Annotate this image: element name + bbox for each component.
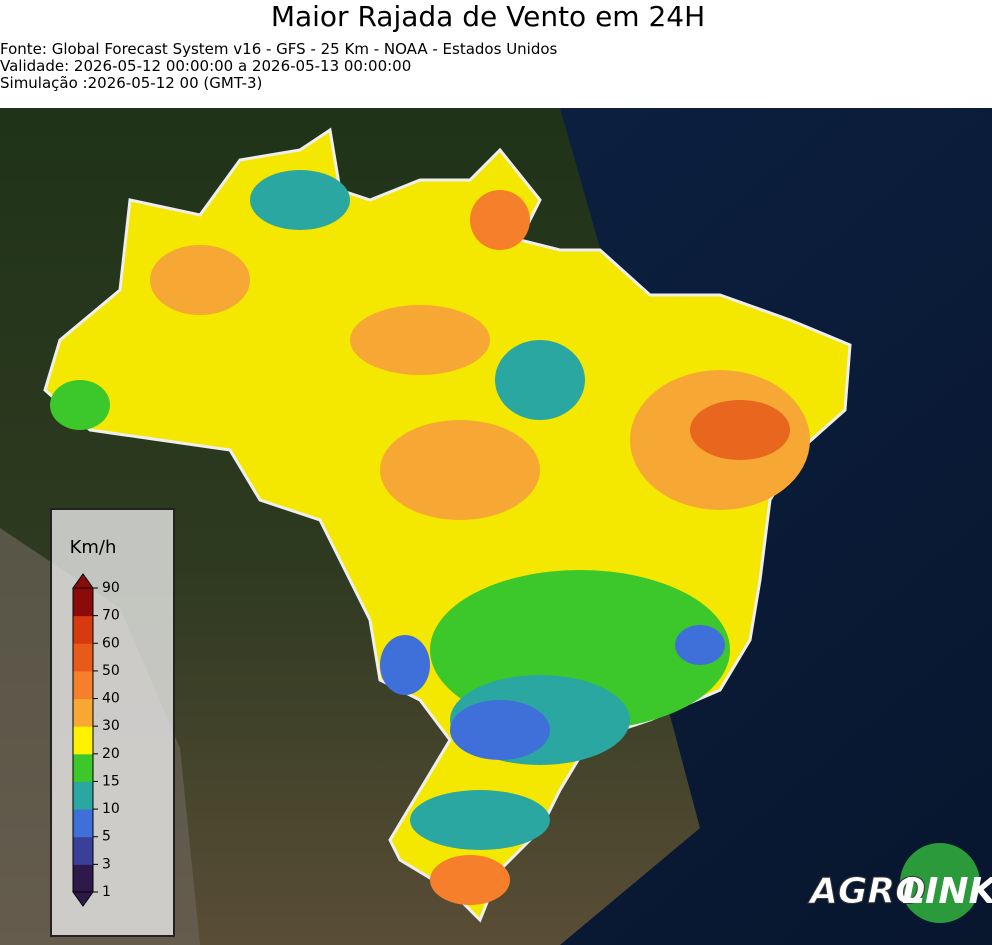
colorbar-box: Km/h 1 3 5 10 15 20 30 40 50 60 70 90	[50, 508, 175, 937]
colorbar-outline	[72, 587, 94, 893]
validity-line: Validade: 2026-05-12 00:00:00 a 2026-05-…	[0, 57, 412, 75]
map: Km/h 1 3 5 10 15 20 30 40 50 60 70 90 AGRO LINK	[0, 108, 992, 945]
brazil	[43, 127, 852, 923]
field-patch	[675, 625, 725, 665]
legend-unit: Km/h	[70, 537, 117, 558]
colorbar-tick-label: 10	[102, 801, 120, 817]
field-patch	[470, 190, 530, 250]
map-title: Maior Rajada de Vento em 24H	[270, 0, 706, 33]
colorbar-tick-label: 30	[102, 718, 120, 734]
field-patch	[495, 340, 585, 420]
colorbar-segment	[73, 753, 93, 782]
colorbar-tick-label: 1	[102, 884, 111, 900]
field-patch	[250, 170, 350, 230]
colorbar-tick-label: 60	[102, 635, 120, 651]
colorbar-tick-label: 5	[102, 829, 111, 845]
colorbar-tick-label: 70	[102, 608, 120, 624]
field-patch	[50, 380, 110, 430]
field-patch	[410, 790, 550, 850]
logo-link: LINK	[902, 871, 992, 912]
field-patch	[450, 700, 550, 760]
logo-agro: AGRO	[807, 871, 926, 912]
colorbar-tick-label: 90	[102, 580, 120, 596]
colorbar-tick-label: 50	[102, 663, 120, 679]
field-patch	[690, 400, 790, 460]
source-line: Fonte: Global Forecast System v16 - GFS …	[0, 40, 558, 58]
field-patch	[430, 855, 510, 905]
colorbar-tick-label: 40	[102, 691, 120, 707]
field-patch	[350, 305, 490, 375]
legend-box	[50, 508, 175, 937]
field-patch	[380, 420, 540, 520]
colorbar-segment	[73, 670, 93, 700]
colorbar-segment	[73, 809, 93, 838]
colorbar-tick-label: 15	[102, 773, 120, 789]
simulation-line: Simulação :2026-05-12 00 (GMT-3)	[0, 74, 263, 92]
colorbar-segment	[73, 781, 93, 810]
colorbar-tick-label: 20	[102, 746, 120, 762]
colorbar-segment	[73, 698, 93, 727]
colorbar-segment	[73, 836, 93, 865]
field-patch	[150, 245, 250, 315]
colorbar-tick-label: 3	[102, 856, 111, 872]
colorbar-segment	[73, 588, 93, 617]
colorbar-segment	[73, 726, 93, 755]
colorbar-segment	[73, 615, 93, 644]
logo: AGRO LINK	[807, 843, 992, 923]
colorbar-segment	[73, 864, 93, 893]
logo-circle	[900, 843, 980, 923]
colorbar-segment	[73, 643, 93, 672]
field-patch	[380, 635, 430, 695]
